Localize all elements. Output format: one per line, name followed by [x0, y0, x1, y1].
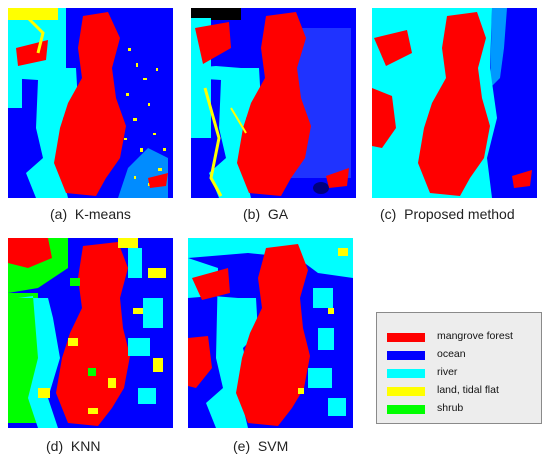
knn-classification-map: [8, 238, 173, 428]
panel-kmeans-map: [8, 8, 173, 198]
panel-svm-map: [188, 238, 353, 428]
panel-proposed-map: [372, 8, 537, 198]
caption-kmeans: (a) K-means: [50, 206, 131, 222]
caption-proposed: (c) Proposed method: [380, 206, 515, 222]
legend-swatch-mangrove-forest: [387, 333, 425, 342]
proposed-classification-map: [372, 8, 537, 198]
legend-swatch-land-tidal-flat: [387, 387, 425, 396]
kmeans-classification-map: [8, 8, 173, 198]
caption-ga: (b) GA: [243, 206, 289, 222]
classification-legend: mangrove forest ocean river land, tidal …: [376, 312, 542, 424]
svm-classification-map: [188, 238, 353, 428]
legend-swatch-ocean: [387, 351, 425, 360]
legend-swatch-river: [387, 369, 425, 378]
legend-label: river: [437, 366, 458, 378]
legend-label: mangrove forest: [437, 330, 513, 342]
ga-classification-map: [191, 8, 356, 198]
legend-label: shrub: [437, 402, 464, 414]
legend-swatch-shrub: [387, 405, 425, 414]
caption-knn: (d) KNN: [46, 438, 101, 454]
legend-label: ocean: [437, 348, 466, 360]
legend-label: land, tidal flat: [437, 384, 499, 396]
caption-svm: (e) SVM: [233, 438, 289, 454]
panel-knn-map: [8, 238, 173, 428]
panel-ga-map: [191, 8, 356, 198]
